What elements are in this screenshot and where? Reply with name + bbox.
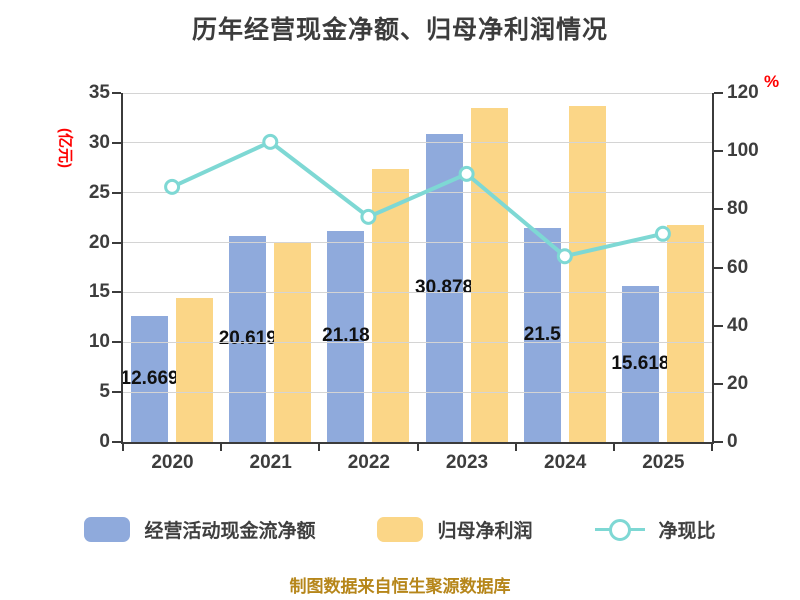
legend-item-netcash-ratio: 净现比 (594, 516, 716, 543)
bar-value-label-2025: 15.618 (611, 353, 670, 375)
bar-operating-cash-2022 (327, 230, 365, 442)
legend: 经营活动现金流净额 归母净利润 净现比 (0, 516, 800, 543)
left-axis-tick-label-10: 10 (88, 331, 110, 353)
bar-net-profit-2023 (470, 107, 508, 442)
gridline-30 (123, 142, 712, 144)
left-axis-tick-label-5: 5 (99, 381, 110, 403)
gridline-20 (123, 242, 712, 244)
bar-value-label-2022: 21.18 (322, 325, 370, 347)
line-marker-2023 (458, 165, 475, 182)
line-marker-2025 (654, 225, 671, 242)
bar-net-profit-2020 (176, 298, 214, 442)
bar-value-label-2021: 20.619 (218, 328, 277, 350)
legend-label-operating-cash: 经营活动现金流净额 (144, 521, 316, 542)
right-axis-tick-100 (714, 150, 723, 153)
x-axis-label-2022: 2022 (347, 452, 390, 473)
legend-swatch-operating-cash (84, 517, 131, 542)
left-axis-tick-label-25: 25 (88, 181, 110, 203)
legend-line-dot (608, 518, 631, 541)
left-axis-tick-label-15: 15 (88, 281, 110, 303)
line-marker-2022 (360, 208, 377, 225)
gridline-5 (123, 391, 712, 393)
right-axis-line (712, 93, 714, 444)
left-axis-tick-15 (112, 291, 121, 294)
left-axis-line (121, 93, 123, 444)
line-marker-2024 (556, 248, 573, 265)
left-axis-tick-35 (112, 92, 121, 94)
bar-value-label-2024: 21.5 (523, 323, 561, 345)
left-axis-tick-10 (112, 341, 121, 344)
left-axis-tick-25 (112, 191, 121, 194)
data-source-caption: 制图数据来自恒生聚源数据库 (289, 577, 511, 596)
gridline-35 (123, 92, 712, 94)
right-axis-tick-label-0: 0 (727, 431, 738, 452)
left-axis-tick-0 (112, 441, 121, 443)
right-axis-tick-0 (714, 441, 723, 443)
right-axis-tick-label-80: 80 (727, 198, 749, 220)
x-axis-label-2025: 2025 (642, 452, 685, 473)
x-axis-tick-2 (318, 444, 321, 451)
x-axis-label-2021: 2021 (249, 452, 292, 473)
bar-operating-cash-2021 (229, 236, 267, 442)
x-axis-tick-3 (416, 444, 419, 451)
line-marker-icon (594, 517, 645, 542)
legend-label-netcash-ratio: 净现比 (658, 521, 716, 542)
chart-title: 历年经营现金净额、归母净利润情况 (191, 16, 608, 44)
x-axis-tick-6 (711, 444, 713, 451)
left-axis-tick-label-20: 20 (88, 231, 110, 253)
line-path (170, 139, 665, 259)
right-axis-tick-label-40: 40 (727, 314, 749, 336)
left-axis-tick-5 (112, 391, 121, 394)
x-axis-tick-1 (220, 444, 223, 451)
right-axis-tick-40 (714, 324, 723, 327)
right-axis-tick-label-120: 120 (727, 82, 759, 103)
legend-swatch-net-profit (377, 517, 424, 542)
bar-operating-cash-2020 (131, 315, 169, 442)
left-axis-tick-30 (112, 141, 121, 144)
right-axis-tick-label-100: 100 (727, 140, 759, 162)
legend-item-net-profit: 归母净利润 (377, 516, 533, 543)
x-axis-label-2023: 2023 (445, 452, 489, 473)
x-axis-line (121, 442, 714, 444)
right-axis-tick-60 (714, 266, 723, 269)
line-marker-2021 (262, 133, 279, 150)
x-axis-tick-5 (612, 444, 615, 451)
right-axis-tick-label-60: 60 (727, 256, 749, 278)
right-axis-unit-label: % (764, 72, 780, 91)
legend-item-operating-cash: 经营活动现金流净额 (84, 516, 315, 543)
bar-net-profit-2024 (568, 105, 606, 442)
left-axis-tick-label-0: 0 (99, 431, 110, 452)
x-axis-tick-0 (122, 444, 124, 451)
x-axis-label-2020: 2020 (151, 452, 194, 473)
gridline-10 (123, 341, 712, 343)
right-axis-tick-80 (714, 208, 723, 211)
x-axis-label-2024: 2024 (544, 452, 587, 473)
right-axis-tick-20 (714, 382, 723, 385)
gridline-25 (123, 192, 712, 194)
gridline-15 (123, 291, 712, 293)
bar-operating-cash-2025 (621, 286, 659, 442)
right-axis-tick-120 (714, 92, 723, 94)
bar-value-label-2020: 12.669 (120, 367, 179, 389)
left-axis-tick-20 (112, 241, 121, 244)
netcash-ratio-line (164, 133, 671, 265)
left-axis-tick-label-30: 30 (88, 131, 110, 153)
bar-operating-cash-2024 (523, 227, 561, 442)
left-axis-tick-label-35: 35 (88, 82, 110, 103)
line-marker-2020 (164, 178, 181, 195)
legend-label-net-profit: 归母净利润 (437, 521, 533, 542)
x-axis-tick-4 (514, 444, 517, 451)
right-axis-tick-label-20: 20 (727, 372, 749, 394)
bar-net-profit-2025 (666, 224, 704, 442)
